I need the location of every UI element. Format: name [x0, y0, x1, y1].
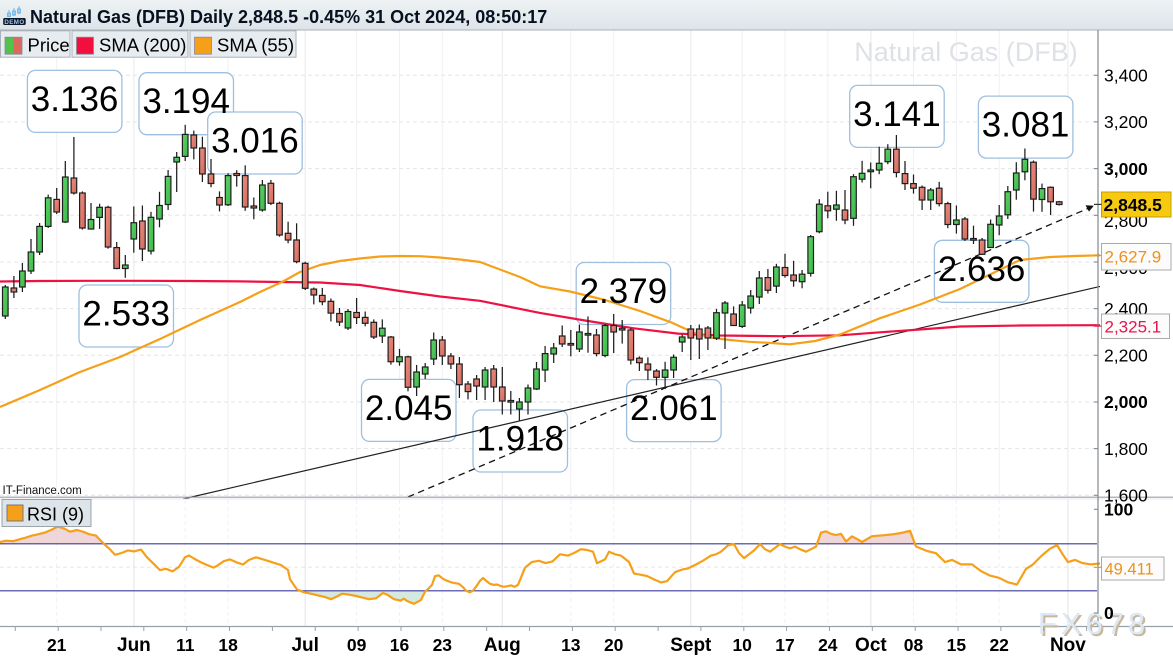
svg-text:Aug: Aug [484, 635, 521, 656]
svg-text:Natural Gas (DFB): Natural Gas (DFB) [854, 37, 1078, 67]
svg-text:2,627.9: 2,627.9 [1105, 248, 1162, 267]
svg-text:2,848.5: 2,848.5 [1104, 195, 1163, 215]
svg-text:15: 15 [947, 635, 967, 655]
svg-text:2.636: 2.636 [938, 250, 1026, 289]
svg-text:2.061: 2.061 [630, 389, 718, 428]
svg-text:DEMO: DEMO [4, 19, 24, 26]
svg-text:08: 08 [904, 635, 924, 655]
svg-text:22: 22 [989, 635, 1009, 655]
svg-text:2,325.1: 2,325.1 [1105, 318, 1162, 337]
svg-text:1,600: 1,600 [1104, 486, 1148, 506]
svg-text:100: 100 [1104, 500, 1133, 520]
svg-text:3.141: 3.141 [853, 95, 941, 134]
svg-text:24: 24 [818, 635, 838, 655]
svg-text:RSI (9): RSI (9) [27, 505, 84, 525]
svg-text:10: 10 [732, 635, 752, 655]
svg-text:Natural Gas (DFB) Daily 2,848.: Natural Gas (DFB) Daily 2,848.5 -0.45% 3… [30, 7, 547, 27]
svg-text:1.918: 1.918 [476, 420, 564, 459]
svg-text:18: 18 [218, 635, 238, 655]
svg-text:17: 17 [775, 635, 794, 655]
svg-text:IT-Finance.com: IT-Finance.com [3, 485, 82, 497]
svg-text:3.136: 3.136 [31, 80, 119, 119]
svg-text:2.045: 2.045 [365, 389, 453, 428]
svg-text:1,800: 1,800 [1104, 439, 1148, 459]
svg-text:11: 11 [176, 635, 195, 655]
svg-text:23: 23 [433, 635, 453, 655]
svg-text:Sept: Sept [670, 635, 712, 656]
svg-text:FX678: FX678 [1040, 608, 1151, 643]
svg-text:Price: Price [28, 35, 70, 56]
svg-text:49.411: 49.411 [1105, 561, 1154, 579]
svg-text:0: 0 [1104, 603, 1114, 623]
svg-text:SMA (200): SMA (200) [99, 35, 186, 56]
svg-text:21: 21 [47, 635, 67, 655]
svg-text:Nov: Nov [1050, 635, 1086, 656]
svg-text:3.194: 3.194 [142, 82, 230, 121]
svg-text:09: 09 [347, 635, 367, 655]
svg-text:2.533: 2.533 [82, 295, 170, 334]
svg-text:20: 20 [604, 635, 624, 655]
svg-text:13: 13 [561, 635, 581, 655]
svg-text:3,400: 3,400 [1104, 66, 1148, 86]
svg-text:FX678: FX678 [1038, 606, 1149, 641]
svg-text:Oct: Oct [855, 635, 887, 656]
svg-text:16: 16 [390, 635, 410, 655]
svg-text:3.081: 3.081 [982, 106, 1070, 145]
svg-text:Jun: Jun [117, 635, 151, 656]
svg-text:2,200: 2,200 [1104, 346, 1148, 366]
svg-text:Jul: Jul [291, 635, 318, 656]
svg-text:3.016: 3.016 [211, 122, 299, 161]
svg-text:2,000: 2,000 [1104, 392, 1148, 412]
svg-text:SMA (55): SMA (55) [217, 35, 294, 56]
svg-text:3,200: 3,200 [1104, 112, 1148, 132]
svg-text:2.379: 2.379 [580, 272, 668, 311]
svg-text:3,000: 3,000 [1104, 159, 1148, 179]
